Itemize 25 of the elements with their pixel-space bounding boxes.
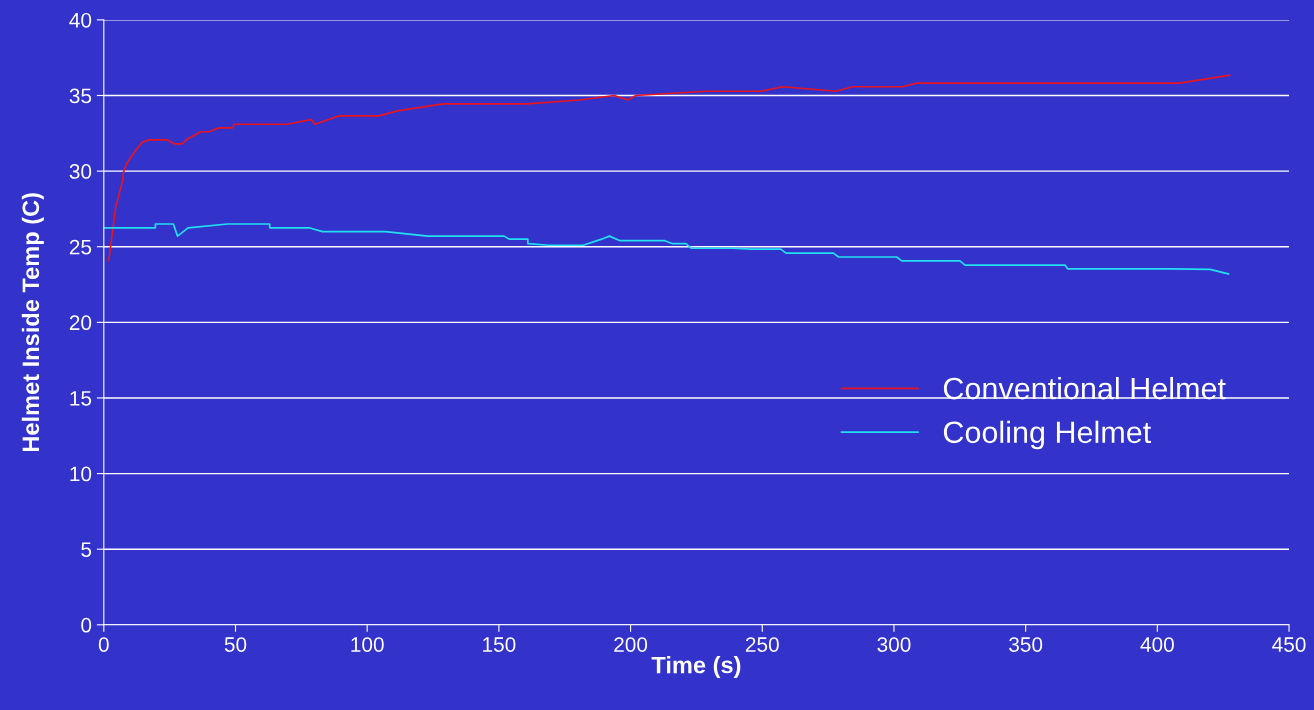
y-tick-label: 0: [81, 617, 92, 633]
x-tick-label: 250: [745, 637, 779, 652]
y-tick-label: 10: [70, 466, 92, 482]
x-tick-label: 300: [877, 637, 911, 652]
x-tick-label: 350: [1009, 637, 1043, 652]
y-tick-label: 30: [69, 164, 92, 179]
y-axis-title: Helmet Inside Temp (C): [21, 193, 44, 452]
y-tick-label: 20: [69, 315, 92, 331]
y-tick-label: 5: [81, 542, 92, 557]
x-tick-label: 50: [224, 637, 247, 652]
x-tick-label: 150: [483, 637, 516, 652]
x-tick-label: 450: [1272, 637, 1306, 652]
x-tick-label: 0: [98, 637, 109, 652]
line-series: [103, 223, 1230, 275]
x-axis-title: Time (s): [651, 656, 741, 679]
x-tick-label: 400: [1140, 637, 1174, 652]
y-tick-label: 40: [69, 12, 92, 28]
legend-label: Cooling Helmet: [943, 420, 1152, 450]
y-tick-label: 15: [70, 391, 92, 406]
legend-label: Conventional Helmet: [943, 376, 1226, 400]
line-series: [107, 74, 1231, 262]
x-tick-label: 100: [351, 637, 384, 652]
y-tick-label: 25: [69, 239, 92, 255]
y-tick-label: 35: [69, 88, 92, 104]
x-tick-label: 200: [614, 637, 648, 652]
